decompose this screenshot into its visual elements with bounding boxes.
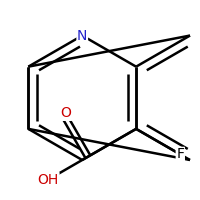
Text: O: O xyxy=(61,106,71,120)
Text: N: N xyxy=(77,29,87,43)
Text: OH: OH xyxy=(38,173,59,187)
Text: F: F xyxy=(176,147,184,161)
